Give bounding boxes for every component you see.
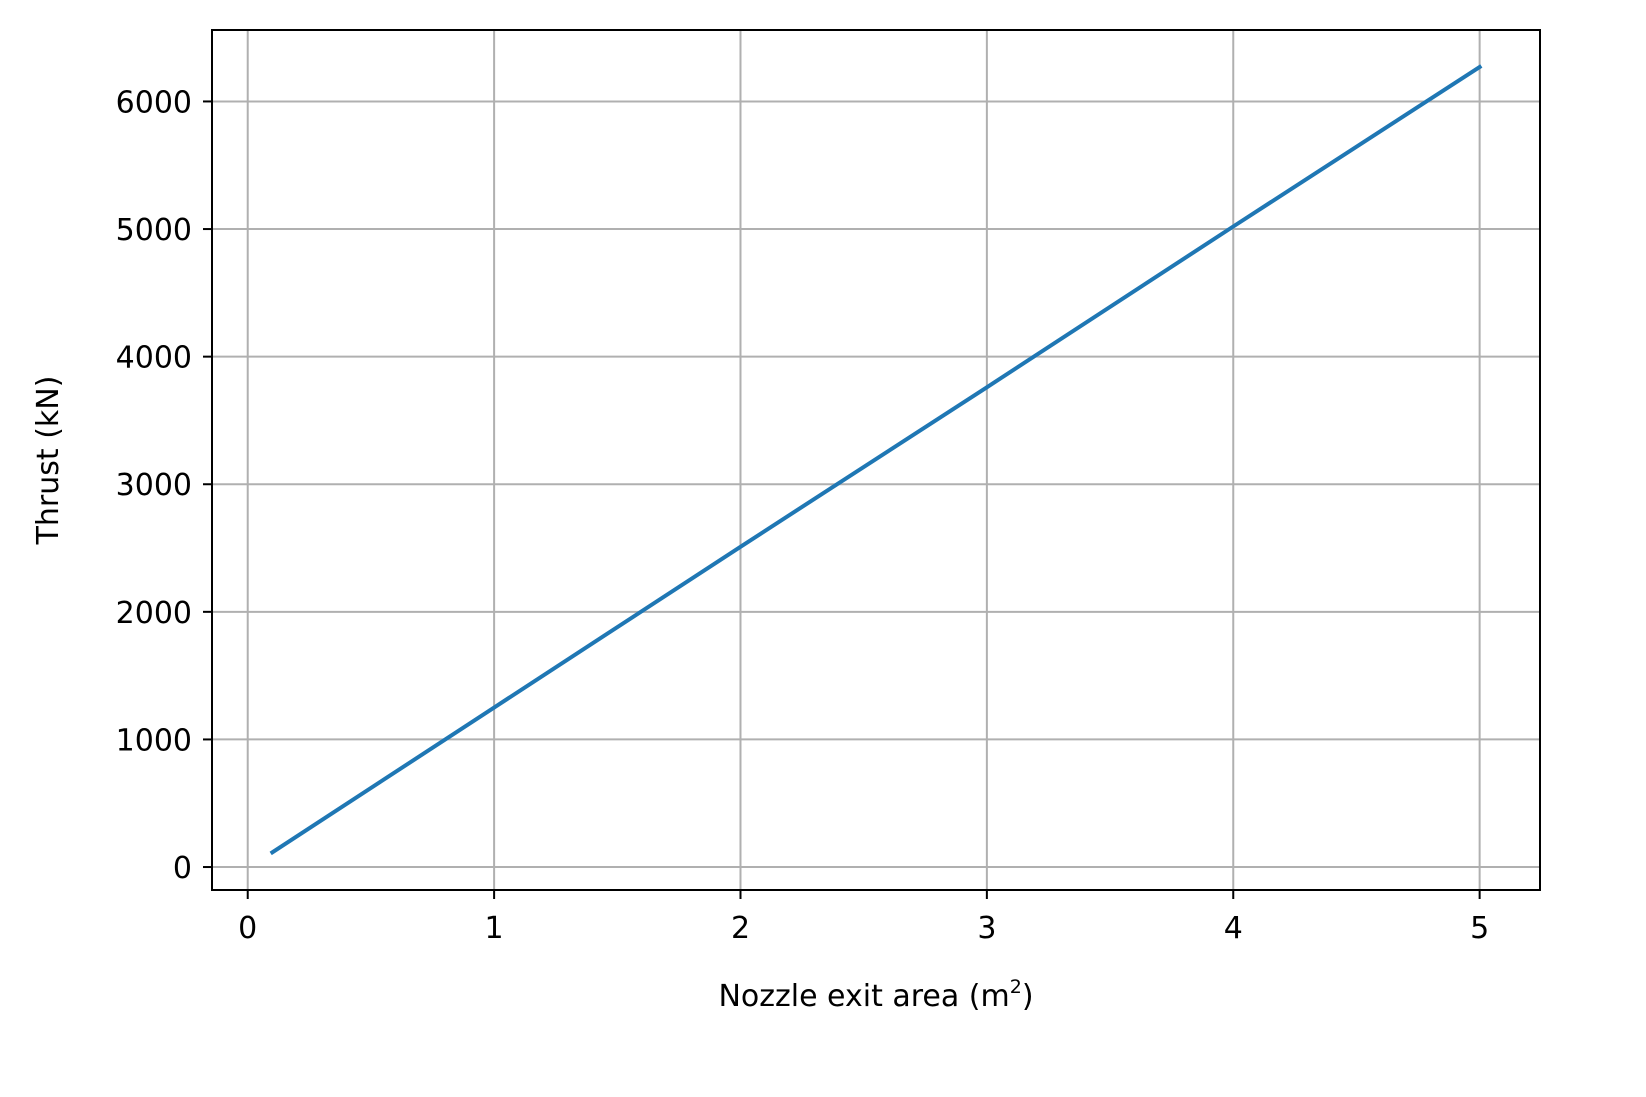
grid: [212, 30, 1540, 890]
plot-area-frame: [211, 29, 1541, 891]
series-line: [269, 64, 1483, 856]
y-tick-label: 2000: [116, 596, 192, 631]
y-axis-label: Thrust (kN): [31, 376, 66, 546]
y-tick-label: 1000: [116, 723, 192, 758]
x-tick-label: 2: [731, 911, 750, 946]
x-axis-label-text: Nozzle exit area (m: [718, 979, 1009, 1014]
y-tick-label: 5000: [116, 213, 192, 248]
x-axis-label: Nozzle exit area (m2): [718, 976, 1033, 1014]
y-tick-label: 3000: [116, 468, 192, 503]
y-tick-label: 0: [173, 851, 192, 886]
x-tick-label: 0: [238, 911, 257, 946]
y-tick-label: 6000: [116, 85, 192, 120]
series-layer: [269, 64, 1483, 856]
x-axis-label-suffix: ): [1022, 979, 1034, 1014]
x-tick-label: 4: [1224, 911, 1243, 946]
ticks: [203, 100, 1481, 899]
x-axis-label-superscript: 2: [1010, 976, 1022, 998]
y-tick-label: 4000: [116, 341, 192, 376]
x-tick-label: 3: [977, 911, 996, 946]
tick-labels: 0 1 2 3 4 5 0 1000 2000 3000 4000 5000 6000: [116, 85, 1490, 946]
x-tick-label: 1: [485, 911, 504, 946]
x-tick-label: 5: [1470, 911, 1489, 946]
